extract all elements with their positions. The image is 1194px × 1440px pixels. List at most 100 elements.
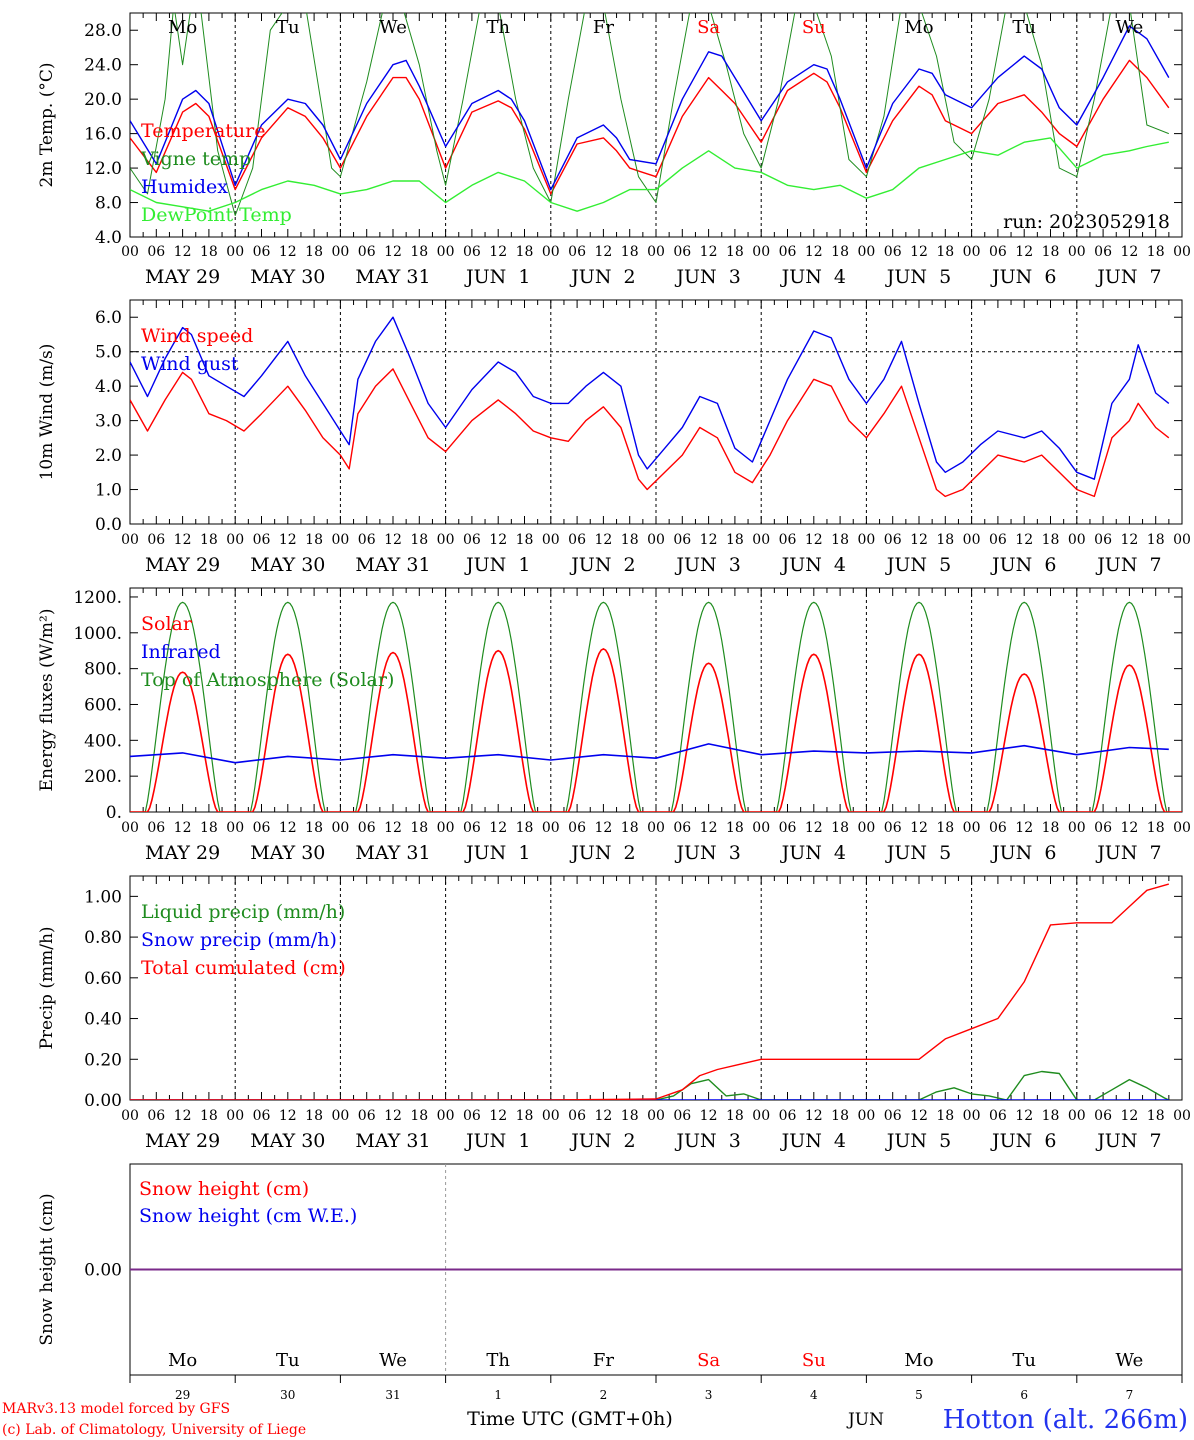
date-label: JUN 3 bbox=[674, 554, 740, 576]
panel-snow: 0.00 Snow height (cm) Snow height (cm) Snow… bbox=[37, 1163, 1183, 1402]
x-tick-label: 00 bbox=[331, 820, 349, 836]
series-line-solar bbox=[130, 647, 1182, 812]
legend-entry: Temperature bbox=[141, 120, 265, 142]
series-group bbox=[130, 316, 1182, 498]
x-tick-label: 00 bbox=[331, 532, 349, 548]
date-label: JUN 3 bbox=[674, 1130, 740, 1152]
weekday-label: Fr bbox=[593, 1350, 614, 1371]
x-tick-label: 00 bbox=[752, 1108, 770, 1124]
x-tick-label: 18 bbox=[305, 820, 323, 836]
date-label: JUN 5 bbox=[885, 1130, 951, 1152]
x-tick-label: 06 bbox=[463, 244, 481, 260]
x-tick-label: 06 bbox=[1094, 244, 1112, 260]
x-tick-label: 00 bbox=[437, 532, 455, 548]
panel-wind: 0.0 1.0 2.0 3.0 4.0 5.0 6.0 10m Wind (m/s) 00 06 1… bbox=[37, 299, 1191, 576]
series-line-dewpoint-temp bbox=[130, 137, 1169, 212]
x-tick-label: 18 bbox=[831, 1108, 849, 1124]
weekday-label: Mo bbox=[904, 1350, 933, 1371]
x-tick-label: 06 bbox=[989, 532, 1007, 548]
legend-entry: Humidex bbox=[141, 176, 228, 198]
x-tick-label: 12 bbox=[279, 820, 297, 836]
y-tick-label: 600. bbox=[84, 695, 122, 715]
weekday-label: Tu bbox=[276, 17, 300, 38]
x-tick-label: 00 bbox=[752, 820, 770, 836]
weekday-label: Th bbox=[486, 17, 510, 38]
x-tick-label: 12 bbox=[594, 532, 612, 548]
x-tick-label: 18 bbox=[1147, 1108, 1165, 1124]
x-tick-label: 06 bbox=[884, 1108, 902, 1124]
x-tick-label: 18 bbox=[1147, 532, 1165, 548]
x-tick-label: 18 bbox=[1042, 1108, 1060, 1124]
date-label: JUN 4 bbox=[780, 1130, 846, 1152]
x-tick-label: 00 bbox=[437, 1108, 455, 1124]
x-tick-label: 18 bbox=[200, 532, 218, 548]
y-axis-label: 10m Wind (m/s) bbox=[37, 344, 57, 481]
y-tick-label: 0.80 bbox=[84, 928, 122, 948]
series-line-liquid-precip-mm-h bbox=[130, 1070, 1170, 1100]
x-tick-label: 00 bbox=[857, 820, 875, 836]
day-number-label: 4 bbox=[810, 1388, 818, 1402]
y-tick-label: 4.0 bbox=[95, 228, 122, 248]
x-tick-label: 12 bbox=[700, 820, 718, 836]
x-tick-label: 12 bbox=[805, 1108, 823, 1124]
x-tick-label: 06 bbox=[358, 820, 376, 836]
legend-entry: Total cumulated (cm) bbox=[141, 957, 346, 979]
x-tick-label: 06 bbox=[673, 820, 691, 836]
x-tick-label: 06 bbox=[1094, 1108, 1112, 1124]
x-tick-label: 18 bbox=[1147, 820, 1165, 836]
x-tick-label: 00 bbox=[542, 820, 560, 836]
series-line-temperature bbox=[130, 59, 1170, 195]
series-line-toa-solar bbox=[130, 601, 1182, 812]
day-number-label: 5 bbox=[915, 1388, 923, 1402]
x-tick-label: 12 bbox=[174, 244, 192, 260]
x-tick-label: 12 bbox=[384, 1108, 402, 1124]
x-tick-label: 12 bbox=[1120, 532, 1138, 548]
date-label: JUN 3 bbox=[674, 266, 740, 288]
x-tick-label: 18 bbox=[831, 244, 849, 260]
x-tick-label: 12 bbox=[1120, 1108, 1138, 1124]
date-label: JUN 2 bbox=[569, 266, 635, 288]
weekday-label: Su bbox=[802, 17, 826, 38]
x-tick-label: 06 bbox=[253, 820, 271, 836]
date-label: MAY 31 bbox=[355, 554, 430, 576]
x-tick-label: 00 bbox=[226, 820, 244, 836]
series-group bbox=[130, 883, 1170, 1100]
legend-entry: Vigne temp bbox=[140, 148, 251, 170]
x-tick-label: 12 bbox=[174, 1108, 192, 1124]
x-tick-label: 12 bbox=[594, 244, 612, 260]
x-tick-label: 12 bbox=[594, 1108, 612, 1124]
x-tick-label: 18 bbox=[410, 244, 428, 260]
x-tick-label: 06 bbox=[568, 820, 586, 836]
x-tick-label: 06 bbox=[1094, 820, 1112, 836]
y-tick-label: 0.60 bbox=[84, 969, 122, 989]
y-axis-label: 2m Temp. (°C) bbox=[37, 62, 57, 187]
legend-entry: Snow height (cm W.E.) bbox=[139, 1205, 357, 1227]
date-label: MAY 30 bbox=[250, 842, 325, 864]
date-label: JUN 5 bbox=[885, 842, 951, 864]
legend-entry: Top of Atmosphere (Solar) bbox=[141, 669, 394, 691]
x-tick-label: 06 bbox=[989, 244, 1007, 260]
y-axis-label: Precip (mm/h) bbox=[37, 926, 57, 1049]
x-tick-label: 12 bbox=[1015, 244, 1033, 260]
x-tick-label: 12 bbox=[174, 532, 192, 548]
x-tick-label: 00 bbox=[647, 820, 665, 836]
date-label: JUN 2 bbox=[569, 1130, 635, 1152]
x-tick-label: 18 bbox=[516, 820, 534, 836]
x-tick-label: 18 bbox=[305, 1108, 323, 1124]
x-tick-label: 06 bbox=[147, 244, 165, 260]
x-tick-label: 00 bbox=[647, 244, 665, 260]
x-tick-label: 12 bbox=[700, 1108, 718, 1124]
x-tick-label: 00 bbox=[1068, 532, 1086, 548]
weekday-label: Sa bbox=[697, 1350, 720, 1371]
legend-entry: Wind speed bbox=[141, 325, 253, 347]
date-label: MAY 31 bbox=[355, 1130, 430, 1152]
x-tick-label: 18 bbox=[410, 820, 428, 836]
x-tick-label: 18 bbox=[936, 1108, 954, 1124]
x-tick-label: 12 bbox=[384, 532, 402, 548]
date-label: MAY 31 bbox=[355, 266, 430, 288]
date-label: JUN 4 bbox=[780, 266, 846, 288]
x-tick-label: 18 bbox=[305, 244, 323, 260]
x-tick-label: 18 bbox=[621, 532, 639, 548]
weekday-label: Su bbox=[802, 1350, 826, 1371]
